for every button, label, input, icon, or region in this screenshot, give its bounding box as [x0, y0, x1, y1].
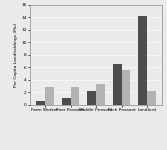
Bar — [122, 70, 130, 105]
Bar — [36, 101, 45, 105]
Bar — [70, 87, 79, 105]
Bar — [147, 91, 156, 105]
Y-axis label: Per Capita Landholdings (Mu): Per Capita Landholdings (Mu) — [14, 23, 18, 87]
Bar — [62, 98, 70, 105]
Bar — [138, 16, 147, 105]
Bar — [113, 64, 122, 105]
Bar — [87, 91, 96, 105]
Bar — [45, 87, 54, 105]
Bar — [96, 84, 105, 105]
